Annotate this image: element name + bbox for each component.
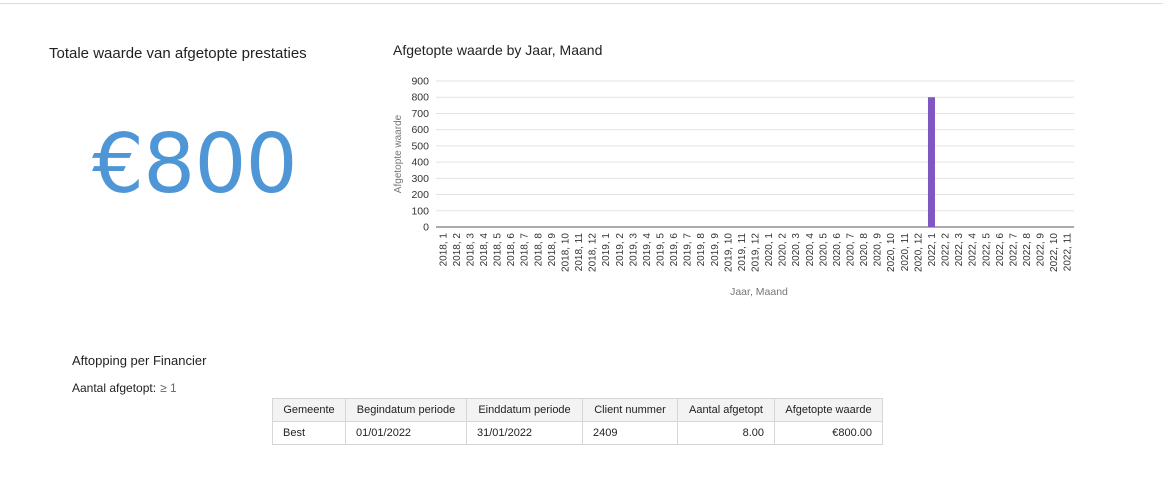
y-tick-label: 200	[411, 189, 429, 201]
column-header-afgetopte-waarde[interactable]: Afgetopte waarde	[774, 398, 883, 422]
kpi-title: Totale waarde van afgetopte prestaties	[49, 45, 307, 62]
x-tick-label: 2020, 10	[886, 233, 897, 272]
x-tick-label: 2018, 3	[465, 233, 476, 267]
cell-einddatum: 31/01/2022	[466, 421, 583, 445]
x-tick-label: 2018, 4	[479, 233, 490, 267]
y-tick-label: 300	[411, 173, 429, 185]
x-tick-label: 2020, 3	[791, 233, 802, 267]
x-tick-label: 2022, 7	[1008, 233, 1019, 267]
x-tick-label: 2018, 11	[574, 233, 585, 272]
y-tick-label: 600	[411, 124, 429, 136]
x-tick-label: 2022, 8	[1022, 233, 1033, 267]
x-tick-label: 2022, 5	[981, 233, 992, 267]
x-tick-label: 2020, 2	[778, 233, 789, 267]
section-title: Aftopping per Financier	[72, 353, 207, 368]
x-axis-label: Jaar, Maand	[730, 286, 788, 298]
column-header-gemeente[interactable]: Gemeente	[272, 398, 346, 422]
y-tick-label: 100	[411, 205, 429, 217]
x-tick-label: 2019, 11	[737, 233, 748, 272]
x-tick-label: 2020, 4	[805, 233, 816, 267]
x-tick-label: 2019, 5	[655, 233, 666, 267]
filter-row[interactable]: Aantal afgetopt: ≥ 1	[72, 381, 177, 395]
x-tick-label: 2022, 9	[1036, 233, 1047, 267]
financier-table: Gemeente Begindatum periode Einddatum pe…	[272, 398, 883, 445]
x-tick-label: 2020, 11	[900, 233, 911, 272]
x-tick-label: 2018, 10	[560, 233, 571, 272]
x-tick-label: 2019, 8	[696, 233, 707, 267]
filter-label: Aantal afgetopt:	[72, 381, 157, 395]
x-tick-label: 2018, 8	[533, 233, 544, 267]
x-tick-label: 2018, 6	[506, 233, 517, 267]
x-tick-label: 2019, 10	[723, 233, 734, 272]
column-header-einddatum[interactable]: Einddatum periode	[466, 398, 583, 422]
x-tick-label: 2019, 3	[628, 233, 639, 267]
x-tick-label: 2019, 9	[710, 233, 721, 267]
x-tick-label: 2018, 1	[438, 233, 449, 267]
y-axis-label: Afgetopte waarde	[393, 114, 404, 193]
x-tick-label: 2019, 2	[615, 233, 626, 267]
y-tick-label: 700	[411, 108, 429, 120]
x-tick-label: 2020, 5	[818, 233, 829, 267]
bar	[927, 97, 935, 227]
x-tick-label: 2018, 2	[452, 233, 463, 267]
x-tick-label: 2019, 12	[751, 233, 762, 272]
y-tick-label: 0	[423, 222, 429, 234]
x-tick-label: 2020, 6	[832, 233, 843, 267]
x-tick-label: 2018, 5	[493, 233, 504, 267]
y-tick-label: 800	[411, 92, 429, 104]
y-tick-label: 400	[411, 157, 429, 169]
x-tick-label: 2020, 9	[873, 233, 884, 267]
x-tick-label: 2018, 12	[588, 233, 599, 272]
x-tick-label: 2022, 6	[995, 233, 1006, 267]
cell-afgetopte-waarde: €800.00	[774, 421, 883, 445]
x-tick-label: 2022, 1	[927, 233, 938, 267]
x-tick-label: 2022, 4	[968, 233, 979, 267]
cell-begindatum: 01/01/2022	[345, 421, 467, 445]
filter-value[interactable]: ≥ 1	[160, 381, 177, 395]
table-row[interactable]: Best 01/01/2022 31/01/2022 2409 8.00 €80…	[272, 421, 883, 445]
x-tick-label: 2018, 7	[520, 233, 531, 267]
cell-aantal-afgetopt: 8.00	[677, 421, 775, 445]
x-tick-label: 2019, 4	[642, 233, 653, 267]
y-tick-label: 500	[411, 140, 429, 152]
column-header-aantal-afgetopt[interactable]: Aantal afgetopt	[677, 398, 775, 422]
x-tick-label: 2019, 1	[601, 233, 612, 267]
cell-client-nummer: 2409	[582, 421, 678, 445]
cell-gemeente: Best	[272, 421, 346, 445]
table-header-row: Gemeente Begindatum periode Einddatum pe…	[272, 398, 883, 422]
column-header-client-nummer[interactable]: Client nummer	[582, 398, 678, 422]
x-tick-label: 2019, 7	[683, 233, 694, 267]
x-tick-label: 2019, 6	[669, 233, 680, 267]
column-header-begindatum[interactable]: Begindatum periode	[345, 398, 467, 422]
x-tick-label: 2020, 7	[846, 233, 857, 267]
x-tick-label: 2022, 11	[1063, 233, 1074, 272]
x-tick-label: 2022, 2	[941, 233, 952, 267]
top-divider	[0, 3, 1163, 4]
x-tick-label: 2020, 8	[859, 233, 870, 267]
kpi-value: €800	[92, 117, 298, 212]
y-tick-label: 900	[411, 76, 429, 88]
x-tick-label: 2022, 10	[1049, 233, 1060, 272]
x-tick-label: 2020, 1	[764, 233, 775, 267]
x-tick-label: 2018, 9	[547, 233, 558, 267]
bar-chart: 0 100 200 300 400 500 600 700 800 900 Afgetopte wa…	[393, 76, 1074, 298]
x-tick-label: 2020, 12	[913, 233, 924, 272]
chart-title: Afgetopte waarde by Jaar, Maand	[393, 42, 603, 58]
x-tick-label: 2022, 3	[954, 233, 965, 267]
